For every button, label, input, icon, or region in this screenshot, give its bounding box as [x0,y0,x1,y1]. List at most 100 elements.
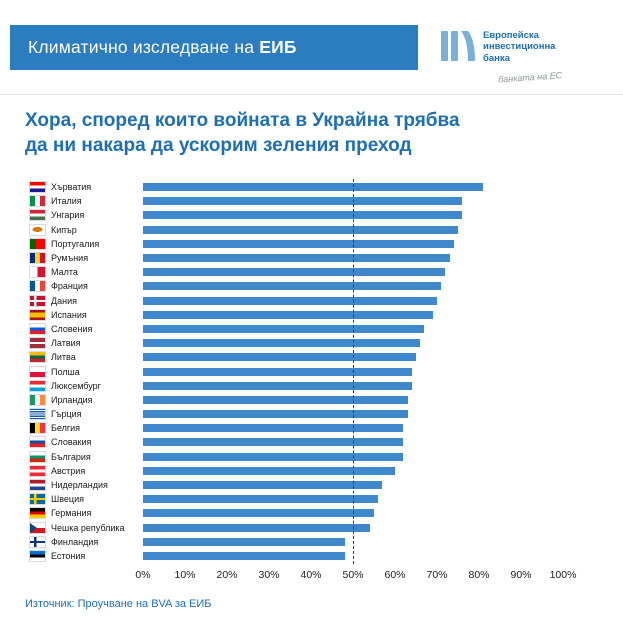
x-axis-tick: 30% [258,569,280,582]
chart-row: Швеция [30,492,563,506]
country-label: Естония [51,550,86,561]
country-label: Австрия [51,465,86,476]
country-label: Белгия [51,423,81,434]
bar [143,296,437,305]
plot-area [143,265,563,279]
plot-area [143,208,563,222]
header-band: Климатично изследване на ЕИБ [10,25,418,70]
country-label: Полша [51,366,80,377]
logo-name-line1: Европейска [483,30,539,41]
bar [143,367,412,376]
chart-row: Ирландия [30,393,563,407]
bar [143,254,450,263]
bar [143,537,345,546]
logo-name: Европейска инвестиционна банка [483,30,555,64]
chart-row: Малта [30,265,563,279]
plot-area [143,279,563,293]
chart-row: Кипър [30,223,563,237]
flag-icon [30,550,45,561]
chart-row: Румъния [30,251,563,265]
flag-icon [30,267,45,278]
flag-icon [30,323,45,334]
plot-area [143,350,563,364]
flag-icon [30,295,45,306]
bar [143,324,425,333]
flag-icon [30,210,45,221]
chart-row: Дания [30,294,563,308]
bar [143,481,383,490]
x-axis-tick: 20% [216,569,238,582]
plot-area [143,478,563,492]
country-label: Франция [51,281,88,292]
country-label: Чешка република [51,522,125,533]
country-label: Кипър [51,224,77,235]
flag-icon [30,508,45,519]
plot-area [143,237,563,251]
plot-area [143,379,563,393]
chart-row: Португалия [30,237,563,251]
bar [143,495,379,504]
flag-icon [30,451,45,462]
plot-area [143,322,563,336]
chart-row: Гърция [30,407,563,421]
country-label: Хърватия [51,182,92,193]
flag-icon [30,465,45,476]
plot-area [143,407,563,421]
chart-row: Финландия [30,535,563,549]
country-label: Румъния [51,253,89,264]
country-label: Финландия [51,536,99,547]
chart-row: Естония [30,549,563,563]
logo-name-line3: банка [483,52,510,64]
flag-icon [30,238,45,249]
flag-icon [30,409,45,420]
chart-title: Хора, според които войната в Украйна тря… [25,108,585,158]
eib-logo: Европейска инвестиционна банка банката н… [440,30,600,85]
country-label: Люксембург [51,380,101,391]
chart-row: България [30,450,563,464]
plot-area [143,336,563,350]
country-label: Словакия [51,437,92,448]
x-axis-tick: 100% [549,569,577,582]
bar [143,466,395,475]
country-label: Унгария [51,210,85,221]
flag-icon [30,494,45,505]
x-axis-tick: 10% [174,569,196,582]
bar [143,183,484,192]
x-axis: 0% 10% 20% 30% 40% 50% 60% 70% 80% 90% 100% [135,568,576,584]
plot-area [143,393,563,407]
chart-row: Литва [30,350,563,364]
chart-row: Белгия [30,421,563,435]
flag-icon [30,380,45,391]
plot-area [143,450,563,464]
plot-area [143,180,563,194]
country-label: Ирландия [51,394,93,405]
eib-logo-icon [440,30,476,67]
country-label: България [51,451,91,462]
chart-row: Австрия [30,464,563,478]
plot-area [143,506,563,520]
flag-icon [30,196,45,207]
bar [143,438,404,447]
chart-row: Словения [30,322,563,336]
chart-row: Словакия [30,435,563,449]
country-label: Швеция [51,494,84,505]
flag-icon [30,253,45,264]
country-label: Словения [51,323,93,334]
flag-icon [30,522,45,533]
flag-icon [30,352,45,363]
x-axis-tick: 40% [300,569,322,582]
plot-area [143,435,563,449]
chart-row: Люксембург [30,379,563,393]
bar [143,268,446,277]
x-axis-tick: 90% [510,569,532,582]
country-label: Дания [51,295,77,306]
plot-area [143,294,563,308]
x-axis-tick: 50% [342,569,364,582]
plot-area [143,251,563,265]
country-label: Литва [51,352,76,363]
country-label: Гърция [51,409,82,420]
flag-icon [30,338,45,349]
chart-row: Германия [30,506,563,520]
bar [143,523,370,532]
bar [143,551,345,560]
